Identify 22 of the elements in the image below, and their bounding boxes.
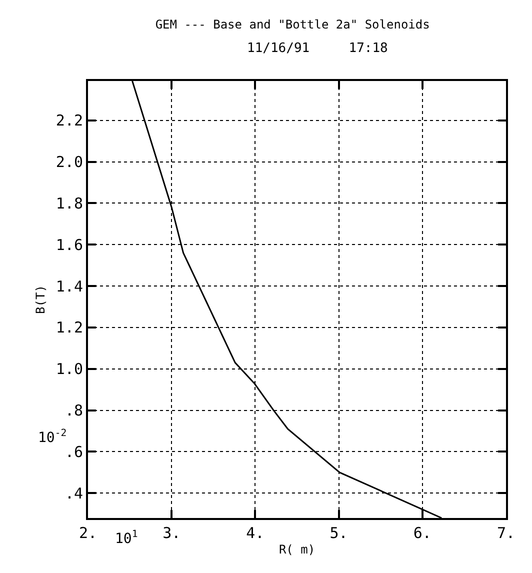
y-tick-label: 1.8 [56, 194, 83, 212]
chart-title: GEM --- Base and "Bottle 2a" Solenoids [155, 17, 430, 32]
y-tick-label: 1.4 [56, 277, 83, 296]
y-tick-label: 1.6 [56, 236, 83, 254]
chart-subtitle: 11/16/91 17:18 [247, 41, 388, 56]
x-tick-label: 5. [330, 524, 348, 542]
y-tick-label: 2.0 [56, 153, 83, 172]
y-tick-label: 2.2 [56, 112, 83, 130]
y-tick-label: 1.2 [56, 318, 83, 337]
y-tick-label: 1.0 [56, 360, 83, 378]
x-tick-label: 6. [413, 524, 432, 542]
text: 10$^{-2}$ [38, 428, 67, 446]
x-tick-label: 2. [78, 524, 98, 542]
y-tick-label: .8 [64, 402, 83, 420]
y-tick-label: .4 [64, 484, 83, 502]
text: 10$^{1}$ [115, 529, 138, 547]
y-tick-label: .6 [64, 442, 83, 461]
x-tick-label: 7. [496, 524, 516, 542]
y-axis-title: B(T) [34, 285, 48, 314]
x-axis-title: R( m) [278, 542, 316, 556]
x-tick-label: 3. [162, 524, 181, 542]
x-tick-label: 4. [246, 524, 264, 542]
